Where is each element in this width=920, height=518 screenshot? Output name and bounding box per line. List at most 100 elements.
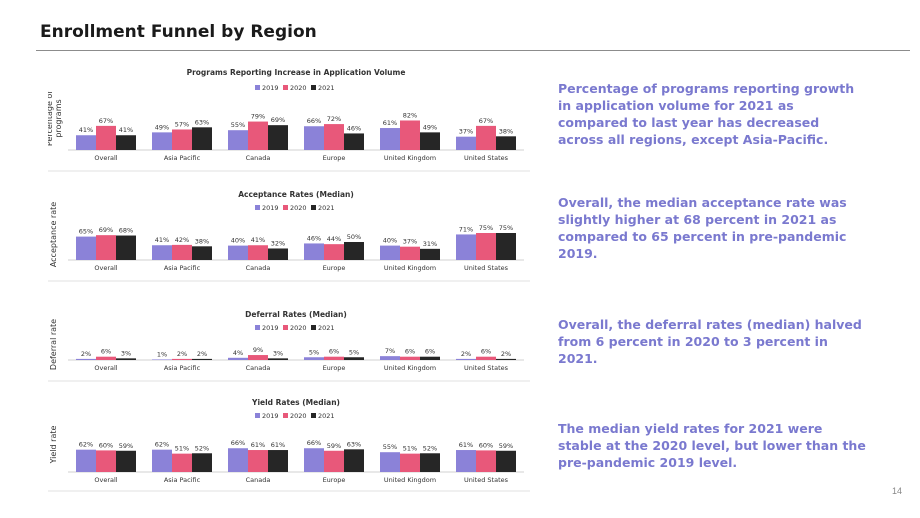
data-label: 41% (251, 236, 265, 244)
y-axis-label-line: Percentage of (48, 91, 54, 146)
data-label: 40% (231, 237, 245, 245)
bar-2019 (456, 450, 476, 472)
data-label: 37% (403, 238, 417, 246)
x-tick-label: United Kingdom (384, 364, 436, 372)
legend-label-2021: 2021 (318, 204, 335, 212)
data-label: 72% (327, 115, 341, 123)
bar-2020 (248, 245, 268, 260)
bar-2019 (304, 126, 324, 150)
chart-title: Programs Reporting Increase in Applicati… (187, 68, 406, 77)
bar-2020 (324, 356, 344, 360)
note-yield-rates: The median yield rates for 2021 were sta… (558, 421, 866, 470)
data-label: 32% (271, 239, 285, 247)
bar-2019 (456, 234, 476, 260)
bar-2019 (304, 448, 324, 472)
y-axis-label: Deferral rate (49, 319, 58, 370)
bar-2019 (76, 449, 96, 472)
data-label: 41% (79, 126, 93, 134)
chart-acceptance-rates: Acceptance rate Acceptance Rates (Median)… (48, 190, 530, 282)
x-tick-label: Asia Pacific (164, 476, 201, 484)
bar-2019 (456, 358, 476, 360)
data-label: 59% (499, 442, 513, 450)
bar-2020 (324, 124, 344, 150)
data-label: 75% (499, 224, 513, 232)
chart-yield-rates: Yield rate Yield Rates (Median) 2019 2020 20… (48, 398, 530, 492)
bar-2021 (192, 453, 212, 472)
data-label: 46% (347, 124, 361, 132)
data-label: 37% (459, 128, 473, 136)
slide-title: Enrollment Funnel by Region (40, 22, 317, 42)
legend-label-2019: 2019 (262, 324, 279, 332)
data-label: 50% (347, 233, 361, 241)
bar-2019 (228, 357, 248, 360)
bar-2019 (228, 130, 248, 150)
data-label: 55% (383, 443, 397, 451)
bar-2020 (248, 450, 268, 472)
data-label: 9% (253, 346, 263, 354)
data-label: 6% (101, 348, 111, 356)
data-label: 69% (99, 226, 113, 234)
legend-swatch-2021 (311, 85, 316, 90)
data-label: 6% (329, 348, 339, 356)
legend-label-2020: 2020 (290, 204, 307, 212)
x-tick-label: Overall (94, 476, 117, 484)
x-tick-label: United Kingdom (384, 154, 436, 162)
legend-label-2019: 2019 (262, 84, 279, 92)
x-tick-label: Europe (323, 476, 346, 484)
data-label: 63% (347, 440, 361, 448)
data-label: 5% (309, 348, 319, 356)
y-axis-label: Yield rate (49, 426, 58, 465)
x-tick-label: Overall (94, 154, 117, 162)
data-label: 59% (327, 442, 341, 450)
legend-swatch-2019 (255, 85, 260, 90)
legend-swatch-2020 (283, 85, 288, 90)
bar-2019 (380, 245, 400, 260)
data-label: 62% (155, 441, 169, 449)
data-label: 51% (403, 445, 417, 453)
x-tick-label: Canada (246, 154, 271, 162)
title-divider (36, 50, 910, 51)
data-label: 51% (175, 445, 189, 453)
data-label: 66% (307, 439, 321, 447)
page-number: 14 (891, 486, 902, 496)
legend-label-2019: 2019 (262, 412, 279, 420)
bar-2020 (476, 125, 496, 150)
data-label: 41% (119, 126, 133, 134)
data-label: 52% (195, 444, 209, 452)
data-label: 5% (349, 348, 359, 356)
data-label: 2% (177, 350, 187, 358)
bar-2019 (76, 135, 96, 150)
data-label: 6% (481, 348, 491, 356)
bar-2021 (192, 358, 212, 360)
bar-2020 (96, 450, 116, 472)
bar-2019 (304, 357, 324, 360)
x-tick-label: Canada (246, 264, 271, 272)
bar-2021 (420, 132, 440, 150)
bar-2020 (324, 450, 344, 472)
bar-2021 (268, 125, 288, 150)
bar-2019 (380, 128, 400, 150)
legend-label-2020: 2020 (290, 84, 307, 92)
bar-2021 (268, 358, 288, 360)
bar-2020 (96, 235, 116, 260)
legend-swatch-2020 (283, 413, 288, 418)
data-label: 1% (157, 350, 167, 358)
data-label: 60% (99, 441, 113, 449)
bar-2019 (152, 132, 172, 150)
bar-2020 (248, 121, 268, 150)
bar-2021 (420, 248, 440, 260)
bar-2020 (172, 129, 192, 150)
bar-2021 (192, 246, 212, 260)
x-tick-label: Canada (246, 364, 271, 372)
bar-2021 (116, 358, 136, 360)
data-label: 2% (197, 350, 207, 358)
bar-2019 (152, 245, 172, 260)
data-label: 61% (271, 441, 285, 449)
data-label: 2% (81, 350, 91, 358)
data-label: 4% (233, 349, 243, 357)
data-label: 55% (231, 121, 245, 129)
bar-2021 (344, 357, 364, 360)
chart-application-volume: Percentage ofprograms Programs Reporting … (48, 68, 530, 172)
data-label: 71% (459, 225, 473, 233)
bar-2020 (400, 246, 420, 260)
